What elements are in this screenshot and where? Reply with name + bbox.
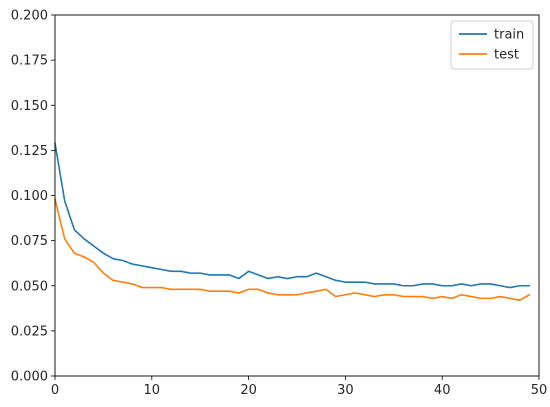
- y-axis: 0.000 0.025 0.050 0.075 0.100 0.125 0.150 0.175…: [11, 9, 55, 385]
- x-tick-label: 10: [144, 383, 161, 398]
- y-tick-label: 0.025: [11, 324, 48, 339]
- legend-label-train: train: [494, 28, 524, 43]
- y-tick-label: 0.050: [11, 279, 48, 294]
- x-tick-label: 40: [434, 383, 451, 398]
- x-tick-label: 20: [240, 383, 257, 398]
- x-tick-label: 0: [51, 383, 59, 398]
- legend: train test: [450, 20, 534, 70]
- x-tick-label: 30: [337, 383, 354, 398]
- plot-background: [55, 15, 539, 376]
- y-tick-label: 0.100: [11, 189, 48, 204]
- series-line-train: [54, 142, 531, 289]
- legend-label-test: test: [494, 48, 519, 63]
- y-tick-label: 0.150: [11, 99, 48, 114]
- y-tick-label: 0.200: [11, 9, 48, 24]
- x-axis: 0 10 20 30 40 50: [51, 376, 547, 398]
- series-line-test: [54, 198, 531, 301]
- y-tick-label: 0.175: [11, 54, 48, 69]
- y-tick-label: 0.125: [11, 144, 48, 159]
- y-tick-label: 0.075: [11, 234, 48, 249]
- series-layer: [54, 142, 531, 301]
- x-tick-label: 50: [531, 383, 548, 398]
- legend-box: [450, 20, 534, 70]
- y-tick-label: 0.000: [11, 370, 48, 385]
